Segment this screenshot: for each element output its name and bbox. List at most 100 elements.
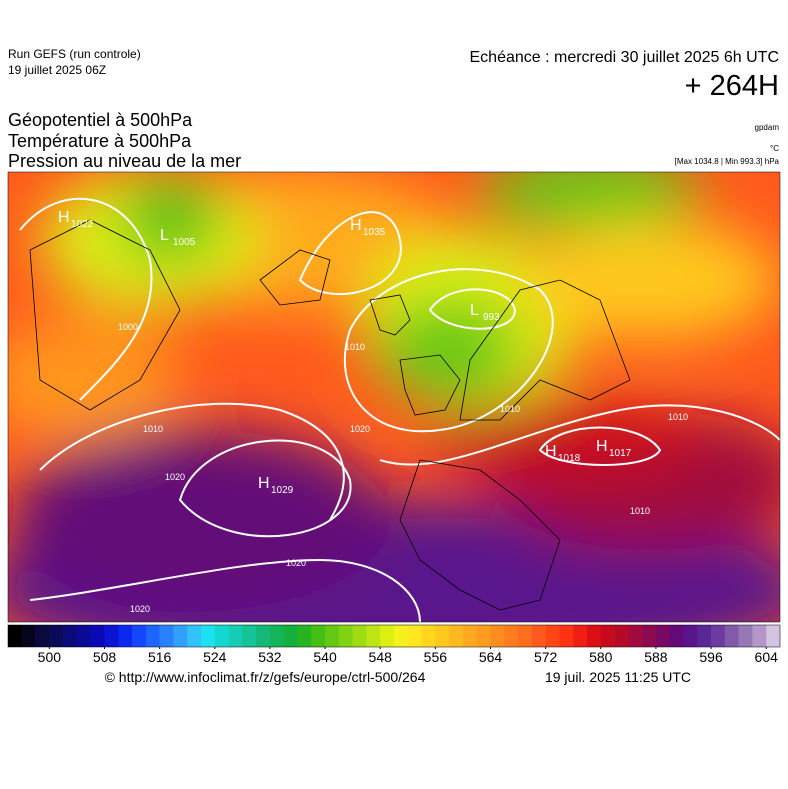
colorbar-swatch: [490, 625, 505, 647]
colorbar-swatch: [173, 625, 188, 647]
unit: [Max 1034.8 | Min 993.3] hPa: [675, 157, 780, 166]
center-value: 1005: [173, 237, 196, 248]
colorbar-tick-label: 500: [38, 649, 62, 665]
colorbar-swatch: [545, 625, 560, 647]
colorbar-swatch: [573, 625, 588, 647]
colorbar-swatch: [421, 625, 436, 647]
colorbar-swatch: [311, 625, 326, 647]
colorbar-tick-label: 596: [699, 649, 723, 665]
colorbar-swatch: [49, 625, 64, 647]
colorbar-swatch: [201, 625, 216, 647]
center-letter: H: [258, 475, 270, 492]
title: Géopotentiel à 500hPa: [8, 110, 193, 130]
colorbar-swatch: [214, 625, 229, 647]
colorbar-swatch: [159, 625, 174, 647]
colorbar-tick-label: 588: [644, 649, 668, 665]
colorbar-swatch: [366, 625, 381, 647]
colorbar-swatch: [380, 625, 395, 647]
colorbar-swatch: [76, 625, 92, 647]
colorbar-swatch: [435, 625, 450, 647]
center-letter: H: [58, 209, 70, 226]
contour-labels: 1000 1010 1010 1020 1020 1020 1020 1010 …: [118, 322, 688, 614]
colorbar-swatch: [766, 625, 781, 647]
colorbar-tick-label: 508: [93, 649, 117, 665]
colorbar-swatch: [145, 625, 160, 647]
colorbar-swatch: [325, 625, 340, 647]
center-letter: H: [350, 217, 362, 234]
center-value: 1029: [271, 485, 294, 496]
colorbar-swatch: [269, 625, 285, 647]
colorbar-swatch: [297, 625, 312, 647]
colorbar-swatch: [518, 625, 533, 647]
title: Température à 500hPa: [8, 131, 192, 151]
colorbar-tick-label: 580: [589, 649, 613, 665]
colorbar-swatch: [449, 625, 464, 647]
contour-label: 1010: [345, 342, 365, 352]
source-url: © http://www.infoclimat.fr/z/gefs/europe…: [105, 669, 426, 685]
lead-time: + 264H: [685, 70, 779, 102]
contour-label: 1010: [500, 404, 520, 414]
valid-time: Echéance : mercredi 30 juillet 2025 6h U…: [470, 49, 780, 66]
colorbar-swatch: [118, 625, 133, 647]
colorbar-swatch: [462, 625, 478, 647]
center-letter: H: [545, 443, 557, 460]
center-value: 1022: [71, 219, 94, 230]
colorbar-swatch: [724, 625, 739, 647]
colorbar-swatch: [394, 625, 409, 647]
contour-label: 1000: [118, 322, 138, 332]
colorbar-tick-label: 524: [203, 649, 227, 665]
unit: °C: [770, 144, 779, 153]
contour-label: 1020: [350, 424, 370, 434]
colorbar-tick-label: 540: [313, 649, 337, 665]
center-letter: H: [596, 438, 608, 455]
title: Pression au niveau de la mer: [8, 151, 241, 171]
contour-label: 1020: [165, 472, 185, 482]
colorbar-swatch: [614, 625, 629, 647]
map-frame: [7, 171, 781, 623]
colorbar-swatch: [476, 625, 491, 647]
colorbar-swatch: [242, 625, 257, 647]
colorbar-tick-label: 532: [258, 649, 282, 665]
colorbar-swatch: [738, 625, 753, 647]
map: H 1022 L 1005 H 1035 L 993 H 1029 H 1018 H 1017…: [8, 172, 780, 622]
center-value: 1017: [609, 448, 632, 459]
colorbar-swatch: [587, 625, 602, 647]
colorbar-swatch: [407, 625, 422, 647]
contour-label: 1020: [286, 558, 306, 568]
center-letter: L: [160, 227, 169, 244]
colorbar-swatch: [187, 625, 202, 647]
colorbar-tick-label: 564: [479, 649, 503, 665]
colorbar-swatch: [752, 625, 767, 647]
run-date: 19 juillet 2025 06Z: [8, 63, 106, 77]
colorbar-swatch: [104, 625, 119, 647]
colorbar-frame: [7, 624, 781, 648]
contour-label: 1020: [130, 604, 150, 614]
colorbar-tick-label: 548: [369, 649, 393, 665]
issued-time: 19 juil. 2025 11:25 UTC: [545, 669, 691, 685]
pressure-centers: H 1022 L 1005 H 1035 L 993 H 1029 H 1018 H 1017: [58, 209, 632, 496]
colorbar-swatch: [697, 625, 712, 647]
colorbar-swatch: [352, 625, 367, 647]
center-value: 1018: [558, 453, 581, 464]
center-value: 1035: [363, 227, 386, 238]
colorbar-swatch: [600, 625, 615, 647]
colorbar-swatch: [669, 625, 684, 647]
colorbar-swatch: [35, 625, 50, 647]
center-value: 993: [483, 312, 500, 323]
colorbar-swatch: [63, 625, 78, 647]
colorbar-swatch: [504, 625, 519, 647]
colorbar-swatch: [711, 625, 726, 647]
contour-label: 1010: [668, 412, 688, 422]
run: Run GEFS (run controle): [8, 47, 141, 61]
colorbar-swatch: [338, 625, 353, 647]
colorbar-swatch: [228, 625, 243, 647]
unit: gpdam: [755, 123, 780, 132]
colorbar-swatch: [628, 625, 643, 647]
colorbar-swatch: [90, 625, 105, 647]
colorbar-swatch: [283, 625, 298, 647]
colorbar-swatch: [642, 625, 657, 647]
colorbar-swatch: [8, 625, 23, 647]
colorbar-swatch: [256, 625, 271, 647]
